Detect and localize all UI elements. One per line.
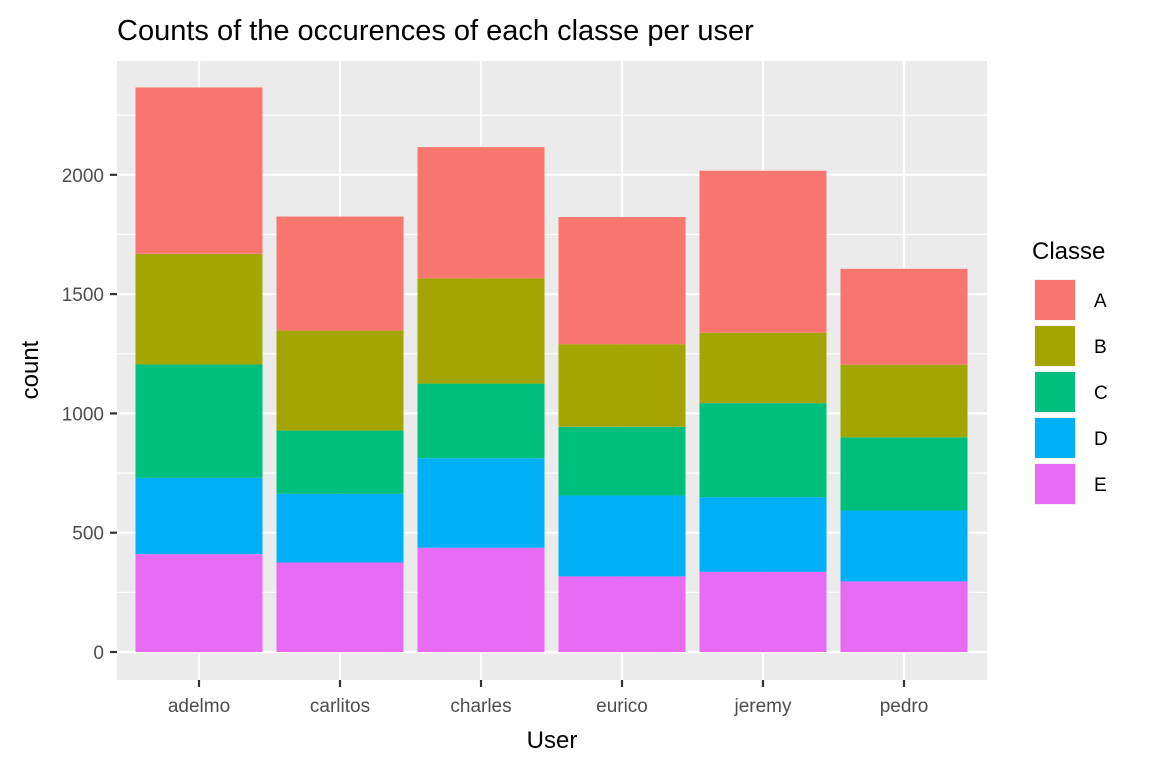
bar-pedro-E: [840, 581, 968, 652]
bar-jeremy-E: [699, 571, 827, 652]
legend-label-D: D: [1094, 429, 1108, 450]
bar-carlitos-B: [276, 330, 404, 431]
legend-key-A: [1035, 280, 1075, 320]
legend-label-A: A: [1094, 291, 1107, 312]
x-axis-title: User: [527, 727, 578, 754]
y-tick-label: 1000: [62, 404, 104, 425]
x-tick-label: jeremy: [733, 696, 792, 717]
bar-eurico-B: [558, 344, 686, 427]
bar-carlitos-D: [276, 493, 404, 563]
legend-key-C: [1035, 372, 1075, 412]
legend-label-B: B: [1094, 337, 1107, 358]
chart-title: Counts of the occurences of each classe …: [117, 15, 754, 47]
legend-key-B: [1035, 326, 1075, 366]
y-axis-title: count: [17, 340, 44, 399]
bar-pedro-D: [840, 510, 968, 582]
bar-jeremy-D: [699, 497, 827, 572]
legend: Classe A B C D E: [1032, 238, 1108, 505]
bar-adelmo-D: [135, 477, 263, 555]
bar-charles-B: [417, 278, 545, 384]
x-axis: adelmo carlitos charles eurico jeremy pedro: [168, 680, 928, 717]
y-tick-label: 0: [93, 643, 104, 664]
bar-adelmo-A: [135, 87, 263, 254]
y-tick-label: 2000: [62, 166, 104, 187]
bar-charles-E: [417, 547, 545, 652]
bar-carlitos-E: [276, 562, 404, 652]
legend-key-E: [1035, 464, 1075, 504]
bar-eurico-D: [558, 495, 686, 577]
x-tick-label: charles: [450, 696, 511, 717]
bar-adelmo-B: [135, 253, 263, 365]
bar-jeremy-B: [699, 332, 827, 404]
bar-adelmo-E: [135, 554, 263, 652]
bar-carlitos-A: [276, 216, 404, 331]
bar-carlitos-C: [276, 430, 404, 494]
bar-charles-A: [417, 147, 545, 279]
bar-jeremy-C: [699, 403, 827, 498]
bar-pedro-C: [840, 437, 968, 511]
x-tick-label: pedro: [880, 696, 929, 717]
bar-charles-D: [417, 458, 545, 548]
bar-eurico-E: [558, 576, 686, 652]
legend-title: Classe: [1032, 238, 1105, 265]
bar-eurico-C: [558, 426, 686, 496]
legend-key-D: [1035, 418, 1075, 458]
bar-pedro-A: [840, 268, 968, 365]
y-tick-label: 1500: [62, 285, 104, 306]
x-tick-label: carlitos: [310, 696, 370, 717]
y-tick-label: 500: [72, 524, 104, 545]
legend-label-E: E: [1094, 475, 1107, 496]
y-axis: 0 500 1000 1500 2000: [62, 166, 117, 664]
bar-pedro-B: [840, 364, 968, 438]
x-tick-label: adelmo: [168, 696, 230, 717]
x-tick-label: eurico: [596, 696, 648, 717]
bars: [135, 87, 968, 652]
bar-adelmo-C: [135, 364, 263, 478]
bar-jeremy-A: [699, 170, 827, 333]
bar-charles-C: [417, 383, 545, 459]
legend-label-C: C: [1094, 383, 1108, 404]
bar-eurico-A: [558, 217, 686, 345]
